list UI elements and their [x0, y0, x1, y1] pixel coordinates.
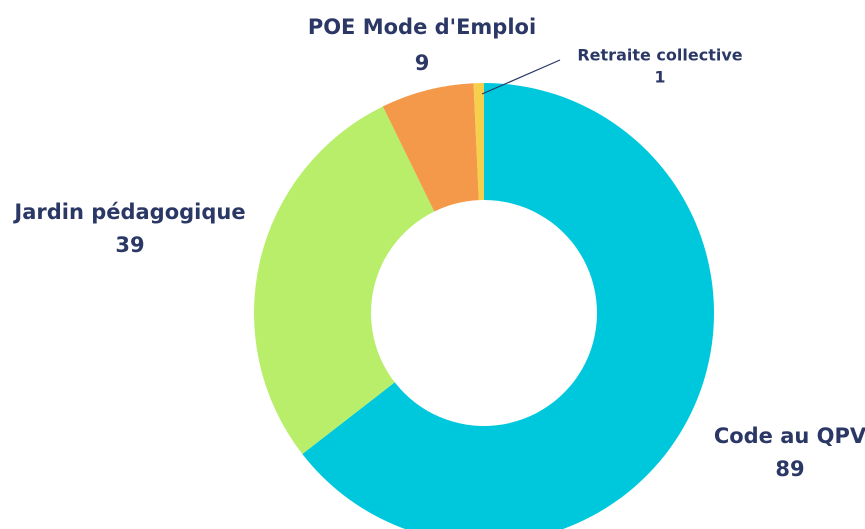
slice-label: Jardin pédagogique	[12, 200, 245, 224]
slice	[254, 106, 435, 455]
slice-label: Code au QPV	[714, 424, 865, 448]
labels: Code au QPV 89 Jardin pédagogique 39 POE Mod…	[12, 15, 865, 481]
slice-value: 89	[775, 457, 804, 481]
slice-label: Retraite collective	[577, 46, 742, 65]
slice-value: 39	[115, 233, 144, 257]
slice-label: POE Mode d'Emploi	[308, 15, 536, 39]
donut	[254, 83, 714, 529]
slice	[473, 83, 484, 201]
slice-value: 1	[654, 68, 665, 87]
slice	[302, 83, 714, 529]
slice-value: 9	[415, 51, 430, 75]
slice	[382, 83, 479, 212]
leader-line	[481, 59, 561, 95]
